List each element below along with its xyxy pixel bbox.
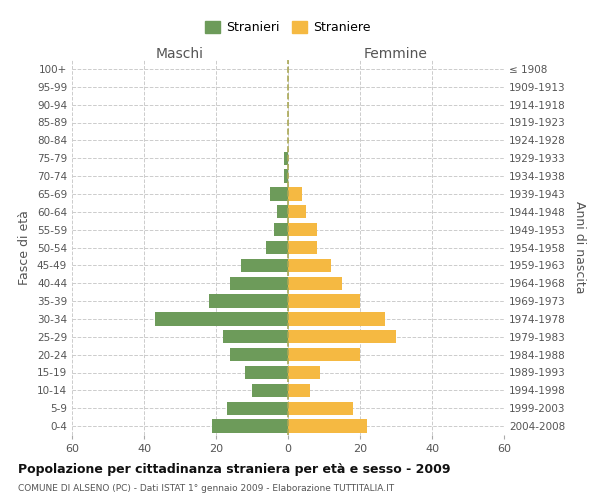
- Bar: [284, 170, 288, 183]
- Bar: [288, 366, 320, 379]
- Text: Femmine: Femmine: [364, 47, 428, 61]
- Bar: [241, 258, 288, 272]
- Bar: [288, 258, 331, 272]
- Bar: [230, 348, 288, 362]
- Y-axis label: Fasce di età: Fasce di età: [19, 210, 31, 285]
- Bar: [288, 294, 360, 308]
- Bar: [288, 205, 306, 218]
- Text: Maschi: Maschi: [156, 47, 204, 61]
- Bar: [245, 366, 288, 379]
- Bar: [230, 276, 288, 290]
- Bar: [227, 402, 288, 415]
- Bar: [252, 384, 288, 397]
- Bar: [288, 223, 317, 236]
- Bar: [288, 241, 317, 254]
- Bar: [288, 384, 310, 397]
- Text: Popolazione per cittadinanza straniera per età e sesso - 2009: Popolazione per cittadinanza straniera p…: [18, 462, 451, 475]
- Bar: [223, 330, 288, 344]
- Legend: Stranieri, Straniere: Stranieri, Straniere: [201, 18, 375, 38]
- Bar: [155, 312, 288, 326]
- Bar: [288, 348, 360, 362]
- Text: COMUNE DI ALSENO (PC) - Dati ISTAT 1° gennaio 2009 - Elaborazione TUTTITALIA.IT: COMUNE DI ALSENO (PC) - Dati ISTAT 1° ge…: [18, 484, 394, 493]
- Y-axis label: Anni di nascita: Anni di nascita: [572, 201, 586, 294]
- Bar: [288, 330, 396, 344]
- Bar: [288, 402, 353, 415]
- Bar: [266, 241, 288, 254]
- Bar: [284, 152, 288, 165]
- Bar: [274, 223, 288, 236]
- Bar: [288, 312, 385, 326]
- Bar: [277, 205, 288, 218]
- Bar: [209, 294, 288, 308]
- Bar: [212, 420, 288, 433]
- Bar: [288, 420, 367, 433]
- Bar: [288, 276, 342, 290]
- Bar: [288, 187, 302, 200]
- Bar: [270, 187, 288, 200]
